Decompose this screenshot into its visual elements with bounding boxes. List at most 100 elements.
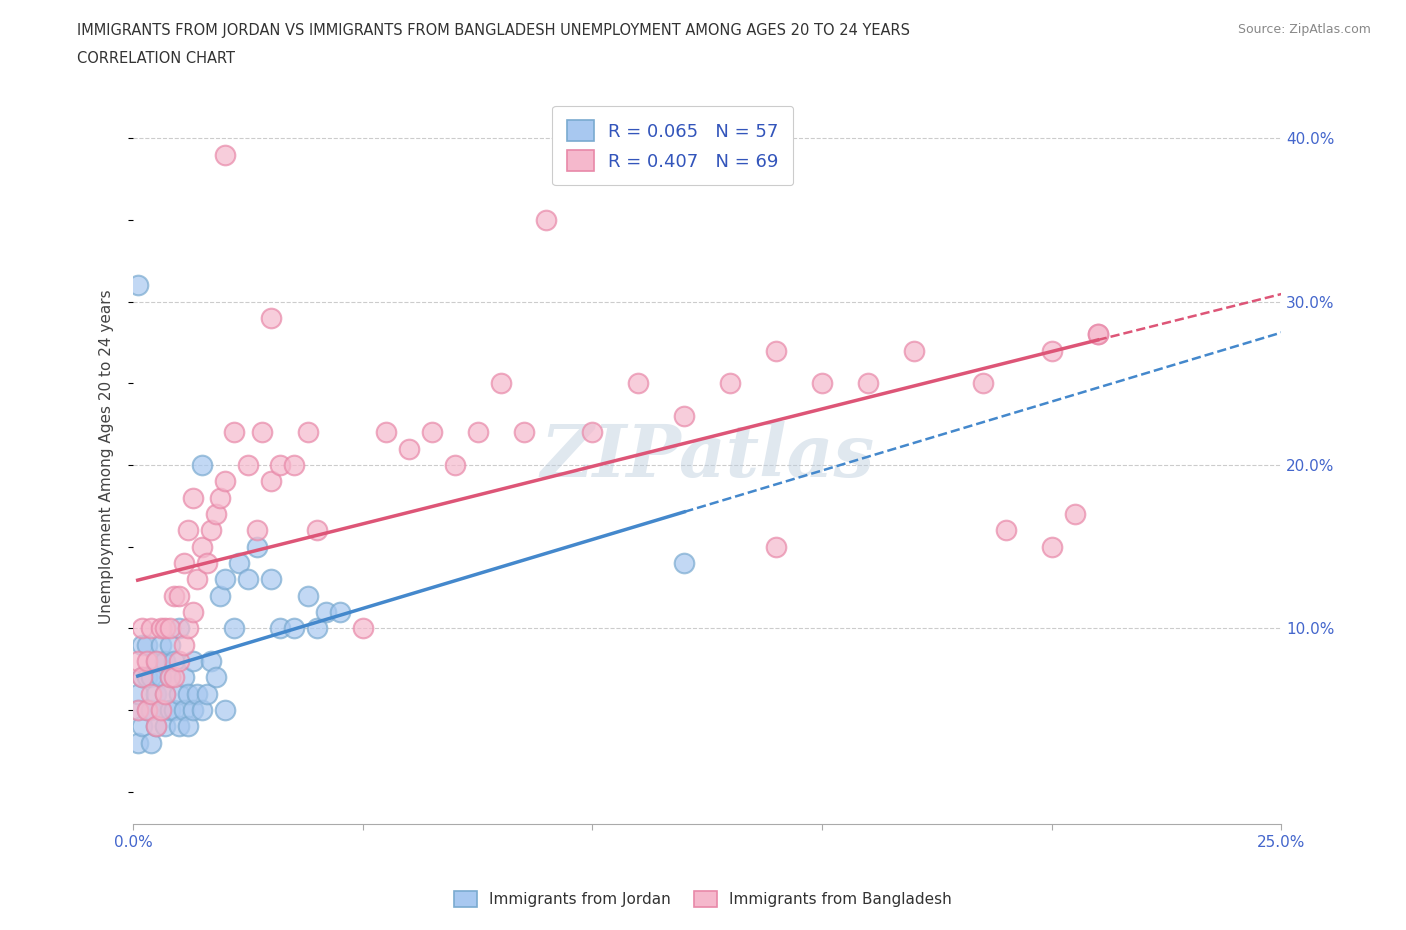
Point [127, 736, 149, 751]
Point [141, 686, 163, 701]
Point [131, 670, 153, 684]
Point [236, 458, 259, 472]
Point [236, 572, 259, 587]
Point [673, 556, 696, 571]
Point [1040, 539, 1063, 554]
Point [260, 572, 283, 587]
Point [173, 637, 195, 652]
Point [204, 670, 226, 684]
Point [181, 703, 204, 718]
Point [352, 621, 374, 636]
Point [972, 376, 994, 391]
Y-axis label: Unemployment Among Ages 20 to 24 years: Unemployment Among Ages 20 to 24 years [100, 289, 114, 624]
Point [131, 637, 153, 652]
Point [149, 703, 172, 718]
Point [191, 539, 214, 554]
Point [167, 621, 190, 636]
Point [163, 670, 186, 684]
Point [765, 539, 787, 554]
Point [181, 490, 204, 505]
Point [181, 604, 204, 619]
Point [159, 670, 181, 684]
Point [163, 703, 186, 718]
Point [177, 523, 200, 538]
Point [167, 654, 190, 669]
Point [856, 376, 879, 391]
Point [420, 425, 443, 440]
Point [145, 654, 167, 669]
Point [135, 637, 157, 652]
Point [145, 719, 167, 734]
Point [224, 621, 246, 636]
Point [155, 686, 177, 701]
Point [163, 654, 186, 669]
Point [260, 474, 283, 489]
Point [163, 589, 186, 604]
Point [269, 621, 291, 636]
Point [214, 572, 236, 587]
Point [131, 719, 153, 734]
Point [329, 604, 352, 619]
Point [297, 425, 319, 440]
Text: IMMIGRANTS FROM JORDAN VS IMMIGRANTS FROM BANGLADESH UNEMPLOYMENT AMONG AGES 20 : IMMIGRANTS FROM JORDAN VS IMMIGRANTS FRO… [77, 23, 910, 38]
Point [536, 213, 558, 228]
Point [155, 654, 177, 669]
Point [204, 507, 226, 522]
Point [145, 686, 167, 701]
Point [297, 589, 319, 604]
Point [141, 621, 163, 636]
Point [398, 442, 420, 457]
Point [177, 719, 200, 734]
Point [177, 621, 200, 636]
Point [127, 703, 149, 718]
Point [214, 147, 236, 162]
Point [283, 458, 305, 472]
Point [167, 589, 190, 604]
Point [315, 604, 337, 619]
Point [173, 670, 195, 684]
Point [994, 523, 1017, 538]
Point [283, 621, 305, 636]
Text: ZIPatlas: ZIPatlas [540, 421, 875, 493]
Point [246, 539, 269, 554]
Point [155, 719, 177, 734]
Point [159, 670, 181, 684]
Point [214, 703, 236, 718]
Legend: R = 0.065   N = 57, R = 0.407   N = 69: R = 0.065 N = 57, R = 0.407 N = 69 [553, 106, 793, 185]
Point [374, 425, 396, 440]
Point [135, 670, 157, 684]
Point [149, 703, 172, 718]
Point [765, 343, 787, 358]
Point [1087, 327, 1109, 342]
Point [159, 637, 181, 652]
Point [191, 458, 214, 472]
Point [209, 589, 232, 604]
Point [131, 621, 153, 636]
Point [135, 703, 157, 718]
Point [224, 425, 246, 440]
Point [260, 311, 283, 325]
Point [186, 686, 208, 701]
Point [155, 686, 177, 701]
Point [228, 556, 250, 571]
Point [627, 376, 650, 391]
Point [141, 703, 163, 718]
Point [167, 686, 190, 701]
Point [903, 343, 925, 358]
Point [489, 376, 512, 391]
Point [149, 637, 172, 652]
Legend: Immigrants from Jordan, Immigrants from Bangladesh: Immigrants from Jordan, Immigrants from … [449, 884, 957, 913]
Point [145, 654, 167, 669]
Point [173, 556, 195, 571]
Point [443, 458, 465, 472]
Point [159, 703, 181, 718]
Point [127, 278, 149, 293]
Point [177, 686, 200, 701]
Point [195, 686, 218, 701]
Point [145, 719, 167, 734]
Point [141, 670, 163, 684]
Point [246, 523, 269, 538]
Text: Source: ZipAtlas.com: Source: ZipAtlas.com [1237, 23, 1371, 36]
Point [269, 458, 291, 472]
Point [135, 703, 157, 718]
